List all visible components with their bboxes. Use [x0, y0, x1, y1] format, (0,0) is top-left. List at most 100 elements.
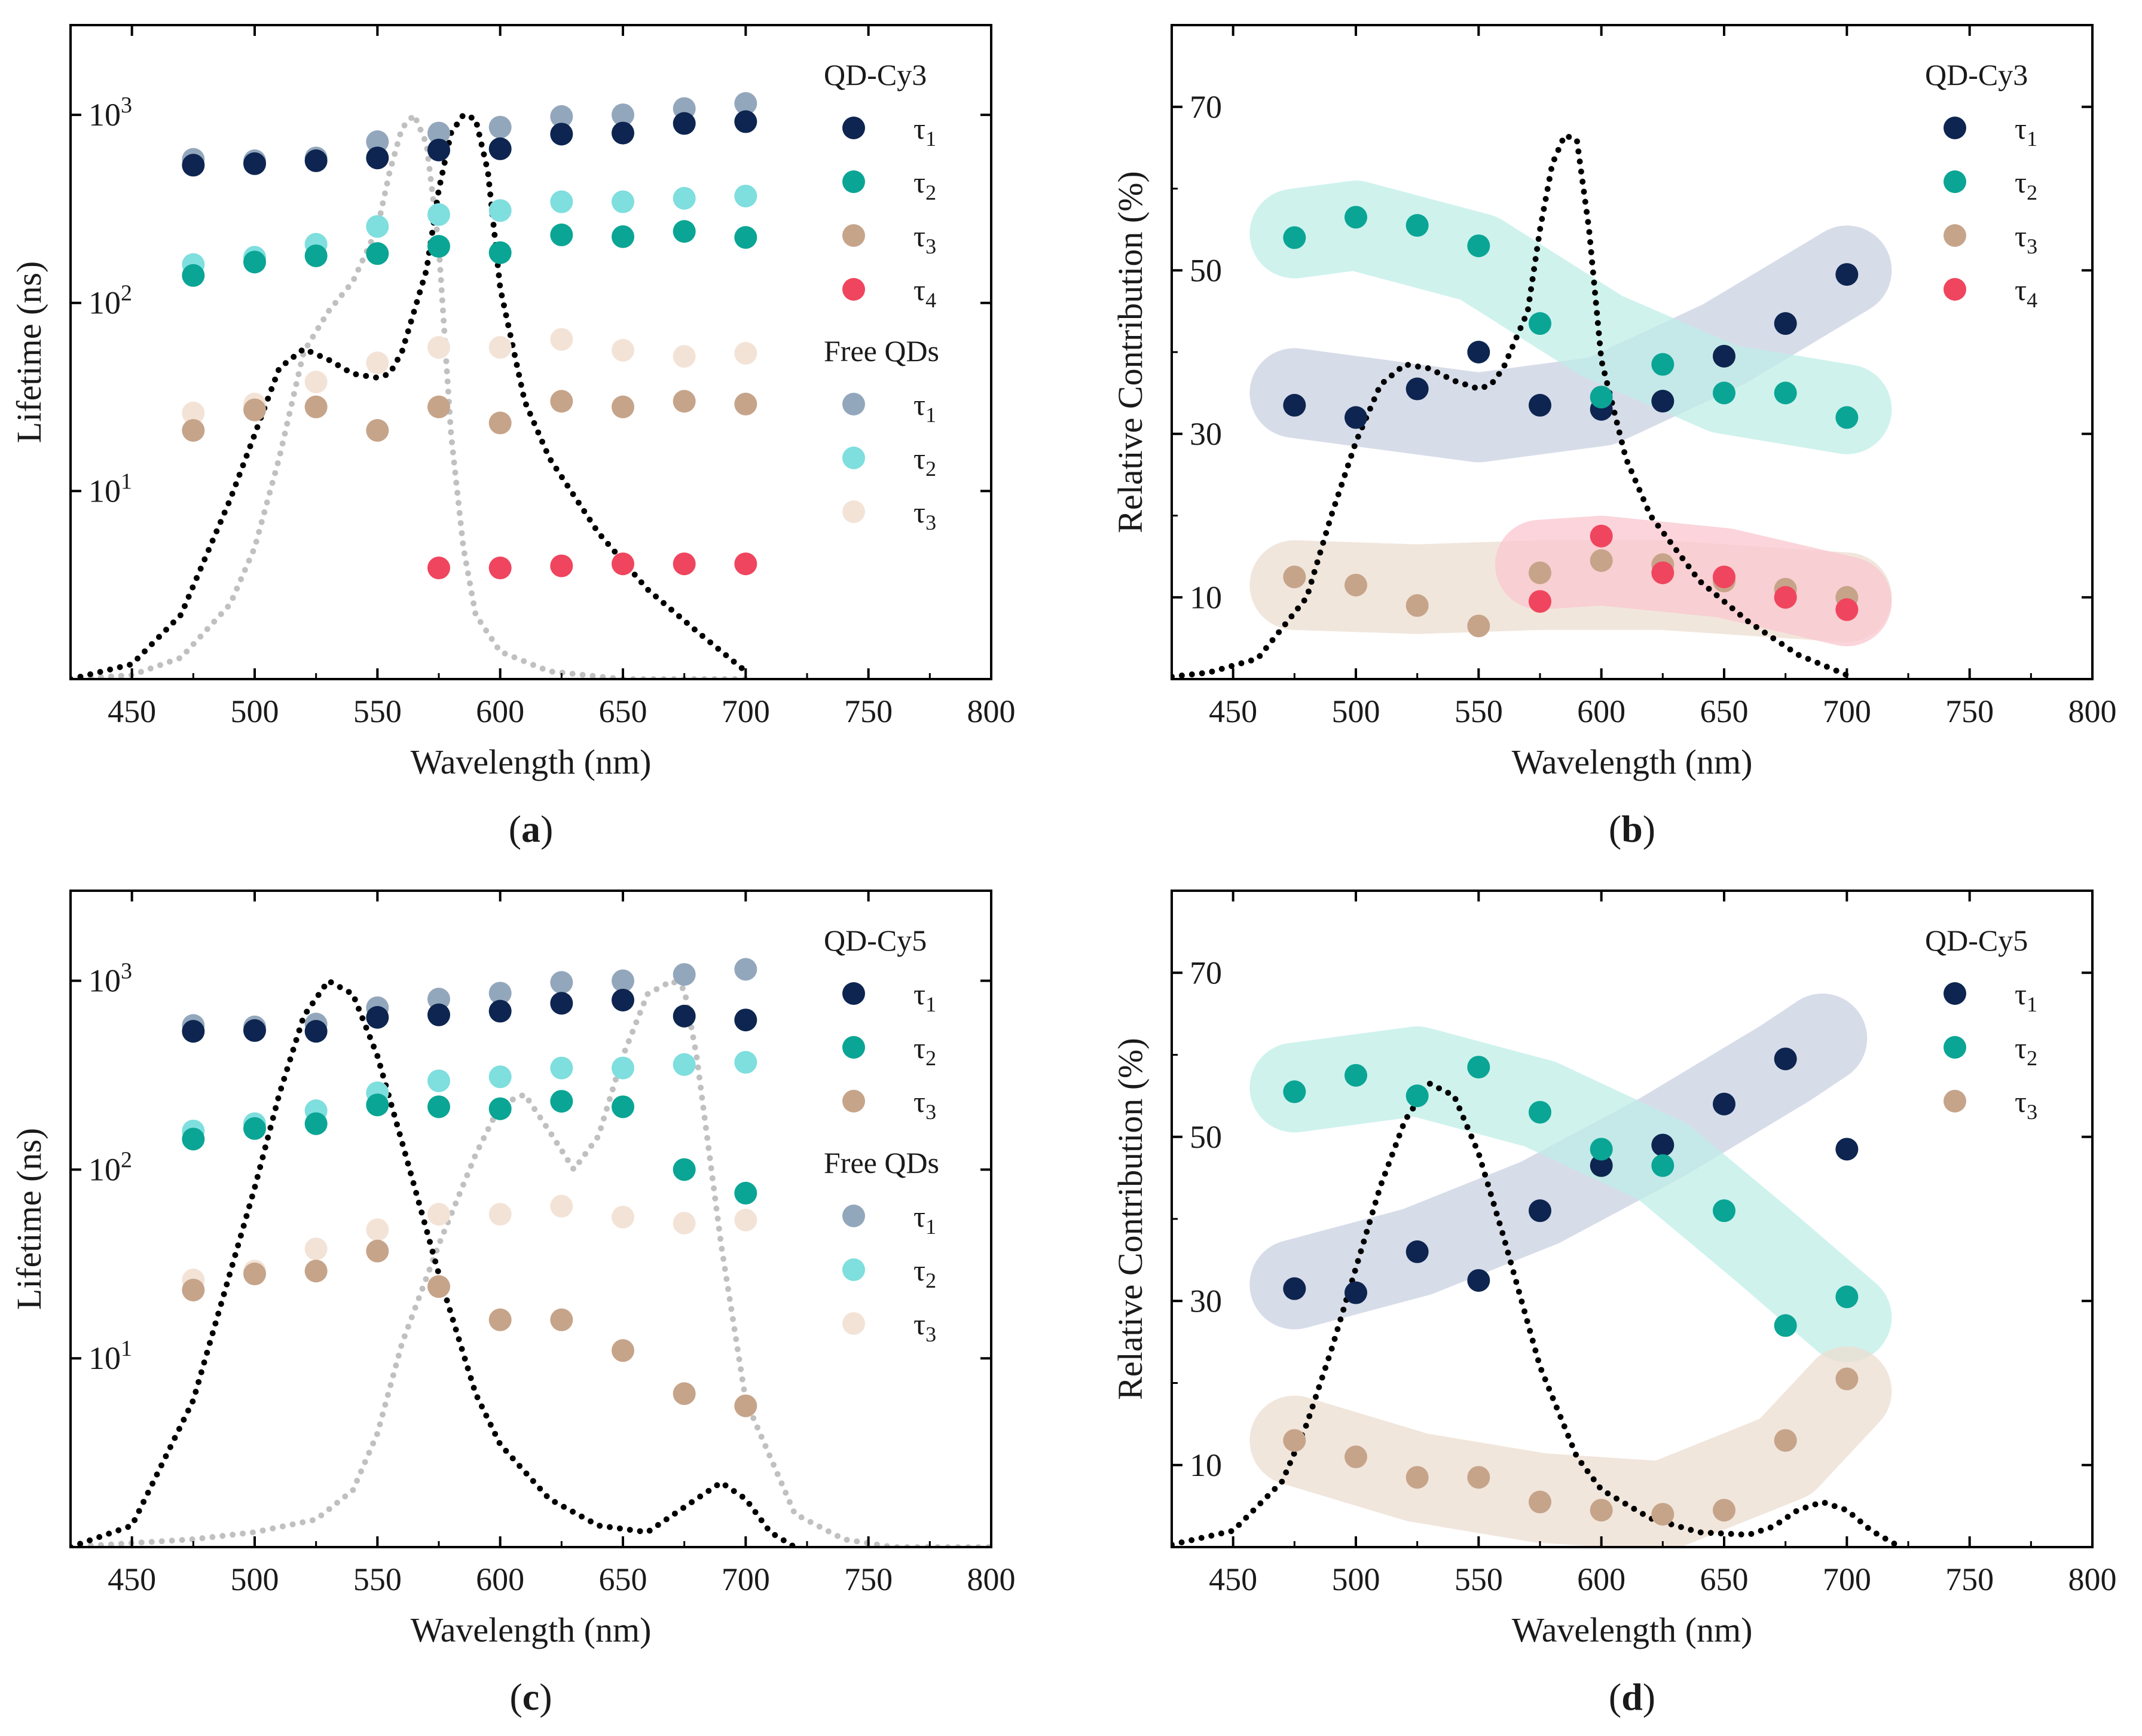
data-point [1651, 1154, 1675, 1177]
series-free-qds-τ1 [182, 958, 757, 1038]
y-tick-label: 101 [88, 1336, 132, 1376]
legend-title: QD-Cy3 [824, 58, 927, 91]
data-point [488, 336, 512, 359]
data-point [427, 557, 450, 580]
data-point [427, 1069, 450, 1093]
legend-label: τ2 [913, 1031, 936, 1070]
data-point [1774, 312, 1797, 335]
data-point [1283, 566, 1306, 589]
data-point [243, 1019, 266, 1042]
x-tick-label: 550 [353, 693, 402, 729]
data-point [366, 1005, 389, 1029]
data-point [488, 1097, 512, 1120]
data-point [612, 190, 634, 213]
data-point [1467, 615, 1490, 638]
x-tick-label: 450 [108, 693, 156, 729]
data-point [550, 190, 573, 213]
data-point [1651, 390, 1675, 413]
data-point [734, 184, 757, 207]
series-qd-cy5-τ2 [182, 1090, 757, 1205]
y-tick-label: 102 [88, 1147, 132, 1187]
x-tick-label: 500 [231, 1561, 279, 1597]
data-point [1283, 1277, 1306, 1300]
data-point [304, 395, 328, 418]
panel-label: (b) [1609, 808, 1655, 850]
data-point [1774, 381, 1797, 405]
data-point [1529, 1490, 1551, 1514]
data-point [1529, 590, 1551, 613]
x-tick-label: 600 [1577, 693, 1625, 729]
legend-title: QD-Cy5 [1925, 924, 2028, 957]
series-qd-cy5-τ1 [1283, 1047, 1859, 1304]
data-point [1283, 1080, 1306, 1104]
data-point [673, 963, 696, 986]
trend-band [1249, 1346, 1892, 1547]
data-point [304, 1237, 328, 1261]
data-point [673, 1053, 696, 1076]
data-point [734, 92, 757, 115]
panel-a: 450 500 550 600 650 700 750 800 101 102 103 Wavelen… [10, 24, 1016, 850]
spectrum-curve [71, 977, 798, 1547]
series-qd-cy3-τ4 [1529, 524, 1859, 621]
data-point [612, 338, 634, 362]
data-point [1405, 377, 1429, 401]
data-point [1283, 393, 1306, 417]
x-tick-label: 800 [2068, 693, 2117, 729]
x-tick-label: 650 [599, 1561, 647, 1597]
data-point [734, 1181, 757, 1205]
x-tick-label: 600 [476, 693, 524, 729]
y-tick-label: 103 [88, 959, 132, 999]
data-point [488, 241, 512, 264]
data-point [1405, 1240, 1429, 1263]
data-point [673, 1212, 696, 1235]
x-tick-label: 550 [1455, 693, 1503, 729]
spectrum-curve [1172, 132, 1850, 679]
data-point [366, 1093, 389, 1117]
y-tick-label: 70 [1190, 89, 1222, 125]
y-axis-title: Relative Contribution (%) [1111, 171, 1150, 533]
legend-title: Free QDs [824, 334, 939, 368]
data-point [612, 1205, 634, 1228]
legend-label: τ1 [2015, 112, 2037, 151]
x-tick-label: 550 [353, 1561, 402, 1597]
legend-marker [842, 982, 865, 1005]
plot-frame [69, 890, 992, 1548]
series-qd-cy5-τ2 [1283, 1056, 1859, 1337]
data-point [1713, 381, 1735, 405]
data-point [488, 411, 512, 435]
data-point [673, 1004, 696, 1028]
legend-marker [1944, 117, 1966, 139]
x-axis-title: Wavelength (nm) [411, 742, 652, 781]
data-point [243, 152, 266, 175]
data-point [734, 1051, 757, 1074]
legend-marker [842, 393, 865, 415]
x-tick-label: 650 [599, 693, 647, 729]
data-point [1345, 1281, 1367, 1304]
data-point [1774, 1314, 1797, 1337]
data-point [1283, 226, 1306, 249]
data-point [1590, 386, 1613, 409]
data-point [366, 242, 389, 265]
data-point [612, 1095, 634, 1118]
data-point [1651, 353, 1675, 376]
data-point [734, 226, 757, 249]
legend: QD-Cy5 τ1 τ2 τ3 [1925, 924, 2037, 1124]
legend: QD-Cy5 τ1 τ2 τ3 Free QDs τ1 τ2 τ3 [824, 924, 939, 1346]
legend-marker [842, 1090, 865, 1112]
legend-marker [1944, 278, 1966, 301]
data-point [366, 146, 389, 170]
data-point [612, 121, 634, 145]
data-point [1345, 573, 1367, 597]
series-free-qds-τ3 [182, 1194, 757, 1292]
x-axis-title: Wavelength (nm) [411, 1610, 652, 1649]
data-point [550, 328, 573, 351]
data-point [182, 1278, 205, 1301]
data-point [673, 1382, 696, 1405]
series-free-qds-τ3 [182, 328, 757, 424]
data-point [1713, 1092, 1735, 1115]
y-tick-label: 103 [88, 93, 132, 133]
plot-frame [69, 24, 992, 680]
data-point [673, 187, 696, 210]
data-point [304, 1260, 328, 1283]
data-point [734, 1208, 757, 1231]
